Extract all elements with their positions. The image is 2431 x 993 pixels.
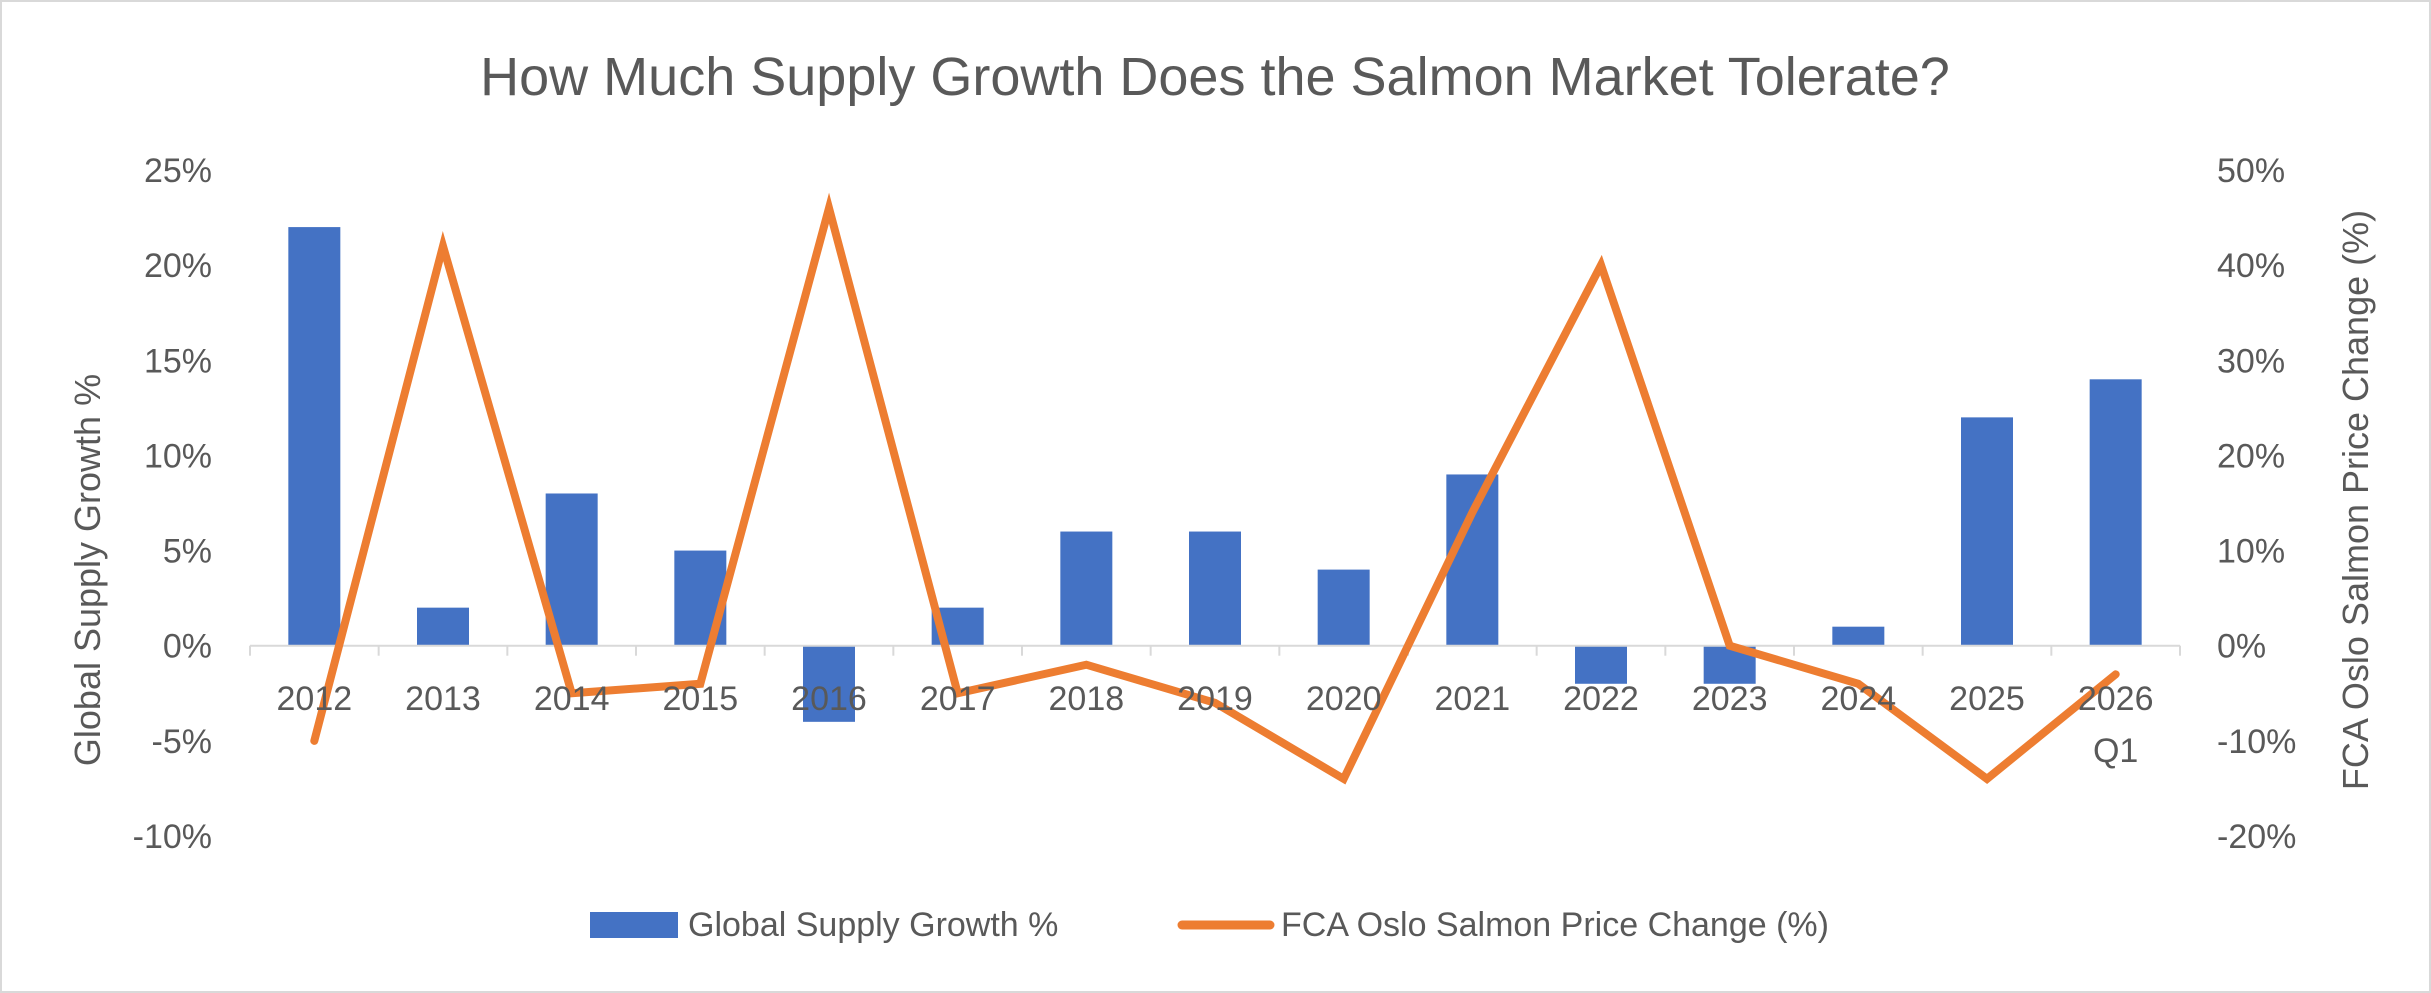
supply-bar: [1961, 417, 2013, 646]
legend-swatch-supply: [590, 912, 678, 938]
right-tick-label: -20%: [2217, 818, 2296, 856]
supply-bar: [1446, 474, 1499, 646]
left-axis-title: Global Supply Growth %: [67, 374, 108, 766]
supply-bar: [803, 645, 855, 722]
category-label: 2019: [1177, 680, 1253, 718]
supply-bar: [1832, 626, 1885, 646]
bar-series: [288, 227, 2142, 722]
legend: Global Supply Growth % FCA Oslo Salmon P…: [590, 906, 1829, 944]
category-label: 2020: [1306, 680, 1382, 718]
supply-bar: [1060, 531, 1113, 646]
category-label: 2024: [1821, 680, 1897, 718]
category-label: 2013: [405, 680, 481, 718]
left-tick-label: 5%: [163, 533, 212, 571]
category-label: 2017: [920, 680, 996, 718]
category-label: 2023: [1692, 680, 1768, 718]
left-tick-label: -10%: [133, 818, 212, 856]
price-change-line: [310, 192, 2120, 785]
supply-bar: [288, 227, 341, 646]
category-label: 2012: [277, 680, 353, 718]
category-label: 2018: [1049, 680, 1125, 718]
right-tick-label: 40%: [2217, 247, 2285, 285]
category-label: 2025: [1949, 680, 2025, 718]
line-series: [310, 192, 2120, 785]
left-tick-label: 0%: [163, 628, 212, 666]
category-label: 2026: [2078, 680, 2154, 718]
category-label: 2014: [534, 680, 610, 718]
supply-bar: [417, 607, 469, 646]
category-label: 2021: [1435, 680, 1511, 718]
left-tick-label: -5%: [152, 723, 212, 761]
x-axis: [249, 644, 2181, 656]
right-tick-label: 0%: [2217, 628, 2266, 666]
legend-label-price: FCA Oslo Salmon Price Change (%): [1281, 906, 1829, 944]
chart-title: How Much Supply Growth Does the Salmon M…: [480, 47, 1950, 107]
supply-bar: [2089, 379, 2142, 646]
left-tick-label: 25%: [144, 152, 212, 190]
left-tick-label: 10%: [144, 437, 212, 475]
left-tick-label: 15%: [144, 342, 212, 380]
right-tick-label: 20%: [2217, 437, 2285, 475]
right-axis-title: FCA Oslo Salmon Price Change (%): [2335, 210, 2376, 790]
left-axis-ticks: -10% -5% 0% 5% 10% 15% 20% 25%: [133, 152, 212, 856]
right-axis-ticks: -20% -10% 0% 10% 20% 30% 40% 50%: [2217, 152, 2296, 856]
right-tick-label: -10%: [2217, 723, 2296, 761]
left-tick-label: 20%: [144, 247, 212, 285]
category-label: 2022: [1563, 680, 1639, 718]
legend-label-supply: Global Supply Growth %: [688, 906, 1058, 944]
right-tick-label: 30%: [2217, 342, 2285, 380]
category-label: Q1: [2093, 732, 2138, 770]
supply-bar: [1317, 569, 1370, 646]
supply-bar: [1189, 531, 1241, 646]
category-labels: 2012 2013 2014 2015 2016 2017 2018 2019 2020 2021…: [277, 680, 2154, 770]
category-label: 2015: [663, 680, 739, 718]
supply-bar: [1575, 645, 1627, 684]
right-tick-label: 10%: [2217, 533, 2285, 571]
right-tick-label: 50%: [2217, 152, 2285, 190]
category-label: 2016: [791, 680, 867, 718]
